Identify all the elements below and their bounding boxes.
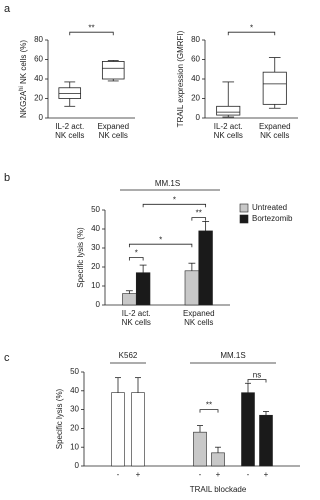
y-tick-label: 20 [70,424,79,433]
significance-bracket [142,203,207,208]
x-axis-label: TRAIL blockade [190,485,247,494]
significance-label: * [159,235,162,244]
y-tick-label: 10 [70,442,79,451]
y-tick-label: 0 [75,461,80,470]
bar [111,392,125,467]
bar [184,270,200,306]
significance-label: ** [88,23,94,32]
significance-label: * [135,249,138,258]
significance-bracket [247,379,267,383]
bar [193,431,207,467]
box [216,105,241,116]
x-tick-label: - [117,470,120,479]
x-tick-label: NK cells [122,318,151,327]
x-tick-label: Expaned [183,309,215,318]
y-tick-label: 0 [196,113,201,122]
box [262,71,287,105]
bar [131,392,145,467]
y-tick-label: 60 [34,55,43,64]
y-axis-label: Specific lysis (%) [76,227,85,288]
y-tick-label: 80 [191,35,200,44]
significance-bracket [191,217,207,221]
x-tick-label: NK cells [260,131,289,140]
panel-label: b [4,172,10,184]
significance-label: ** [196,209,202,218]
y-tick-label: 80 [34,35,43,44]
bar [241,392,255,467]
x-tick-label: IL-2 act. [214,122,243,131]
legend-label: Bortezomib [252,214,293,223]
panel-label: c [4,352,10,364]
y-tick-label: 40 [91,224,100,233]
bar [122,293,137,306]
significance-label: ** [206,401,212,410]
y-axis-label-part: Specific lysis (%) [55,388,64,449]
bar [211,452,225,467]
y-tick-label: 40 [191,74,200,83]
y-tick-label: 60 [191,55,200,64]
legend-swatch [239,214,249,224]
y-tick-label: 40 [70,386,79,395]
y-axis-label: TRAIL expression (GMRFI) [176,30,185,127]
y-tick-label: 50 [70,367,79,376]
significance-bracket [227,31,276,36]
x-tick-label: NK cells [99,131,128,140]
y-axis-label-part: NKG2A [19,90,28,118]
y-axis-label-part: hi [19,86,25,91]
y-tick-label: 50 [91,205,100,214]
bar [259,414,273,467]
box [101,61,125,80]
y-axis-label-part: NK cells (%) [19,40,28,87]
y-tick-label: 10 [91,281,100,290]
x-tick-label: NK cells [184,318,213,327]
y-axis-label: Specific lysis (%) [55,388,64,449]
x-tick-label: Expaned [259,122,291,131]
legend-label: Untreated [252,203,287,212]
significance-label: ns [253,371,261,380]
x-tick-label: - [247,470,250,479]
significance-bracket [199,409,219,413]
y-tick-label: 30 [70,405,79,414]
bar [135,272,151,306]
x-tick-label: - [199,470,202,479]
y-tick-label: 0 [39,113,44,122]
y-tick-label: 20 [34,94,43,103]
x-tick-label: NK cells [214,131,243,140]
group-label: MM.1S [220,351,245,360]
x-tick-label: NK cells [55,131,84,140]
y-axis-label-part: TRAIL expression (GMRFI) [176,30,185,127]
panel-label: a [4,3,11,15]
significance-label: * [173,195,176,204]
significance-bracket [128,243,193,248]
box [58,87,82,99]
x-tick-label: IL-2 act. [122,309,151,318]
y-tick-label: 0 [96,300,101,309]
significance-label: * [250,23,253,32]
y-tick-label: 20 [191,94,200,103]
y-axis-label-part: Specific lysis (%) [76,227,85,288]
y-tick-label: 20 [91,262,100,271]
x-tick-label: + [136,470,141,479]
figure: a b c 0 20 40 60 80 NKG2Ahi NK cells (%) IL-2 … [4,3,300,494]
chart-title: MM.1S [155,179,180,188]
y-axis-label: NKG2Ahi NK cells (%) [19,40,29,118]
x-tick-label: Expaned [97,122,129,131]
y-tick-label: 40 [34,74,43,83]
group-label: K562 [119,351,138,360]
x-tick-label: + [264,470,269,479]
bar [198,230,213,306]
y-tick-label: 30 [91,243,100,252]
legend-swatch [239,203,249,213]
significance-bracket [69,31,114,36]
x-tick-label: + [216,470,221,479]
x-tick-label: IL-2 act. [55,122,84,131]
significance-bracket [128,257,144,261]
